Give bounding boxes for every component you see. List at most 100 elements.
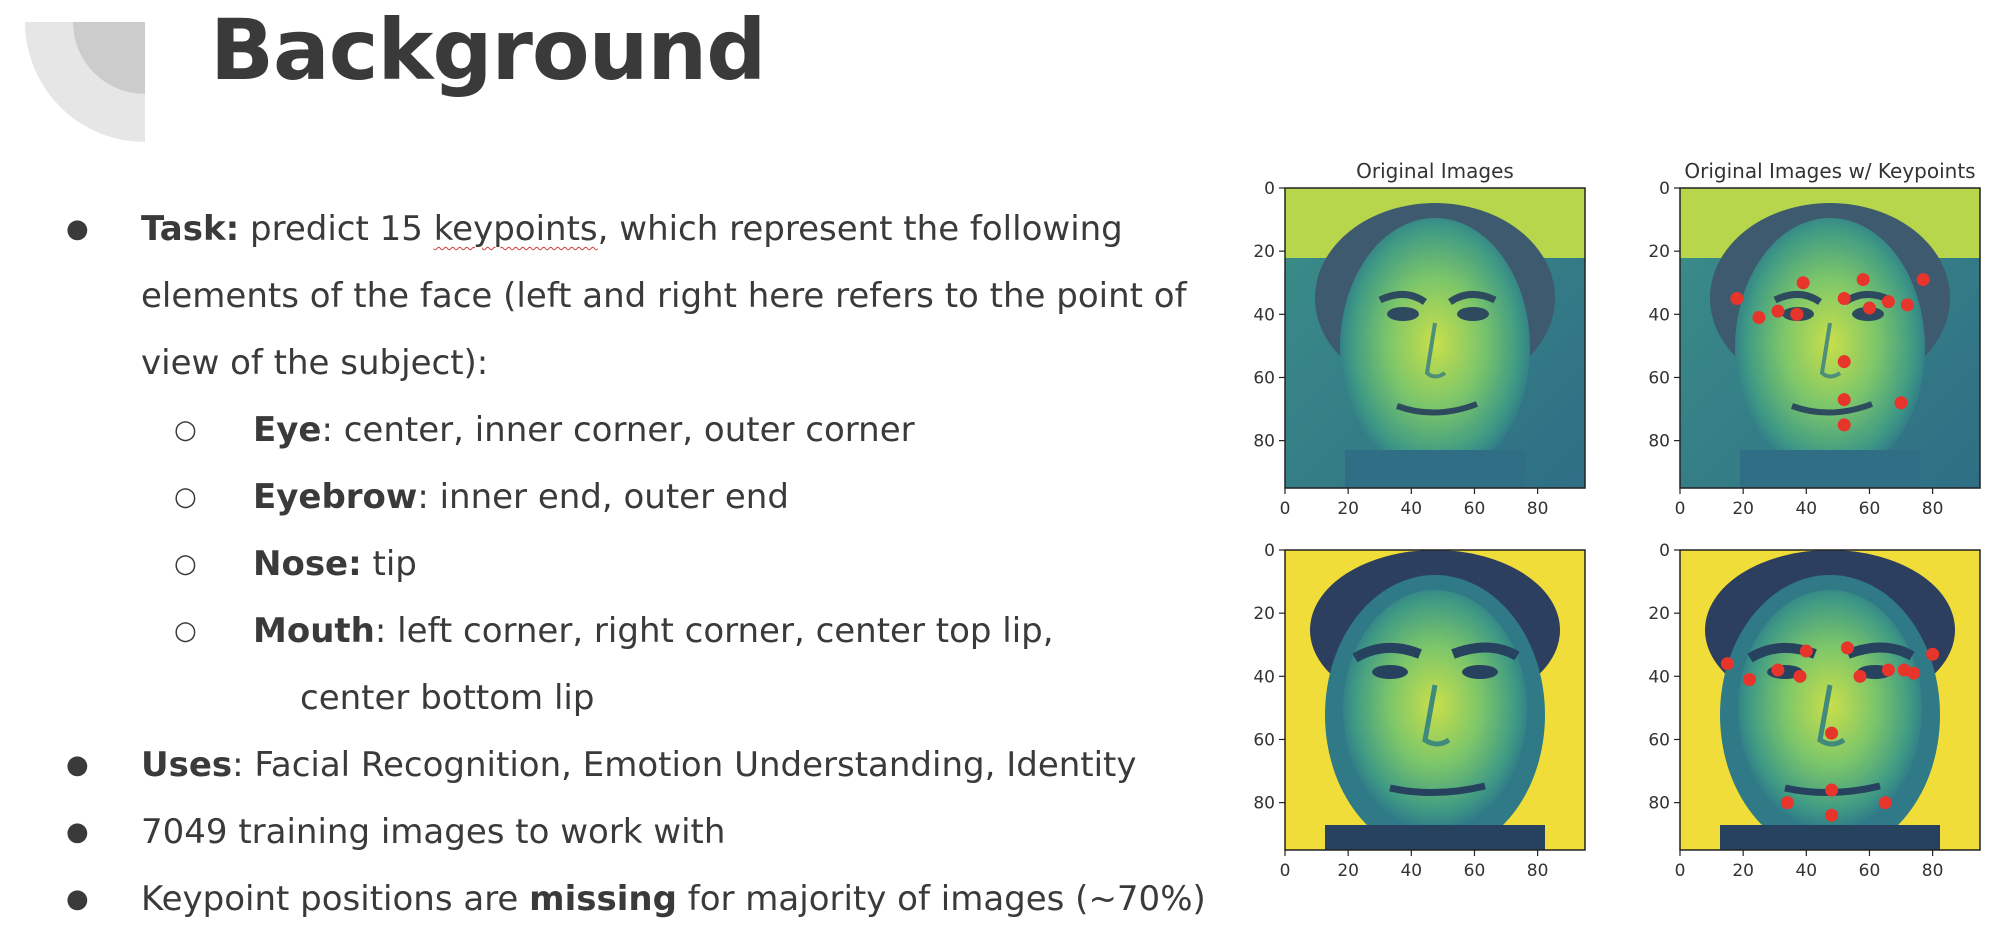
keypoint bbox=[1771, 304, 1785, 318]
y-tick-label: 0 bbox=[1264, 541, 1275, 561]
face-image bbox=[1285, 550, 1585, 855]
bullet-dot: ● bbox=[66, 884, 89, 914]
keypoint bbox=[1780, 796, 1794, 810]
y-tick-label: 80 bbox=[1648, 432, 1670, 452]
missing-text: Keypoint positions are bbox=[141, 879, 530, 919]
subplot-4: 0 20 40 60 80 0 20 40 60 80 bbox=[1648, 541, 1981, 881]
subplot-2: Original Images w/ Keypoints 0 20 40 60 80 0 20… bbox=[1648, 159, 1981, 519]
nose-label: Nose: bbox=[253, 544, 362, 584]
y-tick-label: 60 bbox=[1648, 368, 1670, 388]
keypoint bbox=[1730, 292, 1744, 306]
keypoint bbox=[1752, 310, 1766, 324]
task-line-2: elements of the face (left and right her… bbox=[141, 276, 1187, 316]
x-tick-label: 80 bbox=[1922, 499, 1944, 519]
eyebrow-label: Eyebrow bbox=[253, 477, 418, 517]
training-text: 7049 training images to work with bbox=[141, 812, 726, 852]
y-tick-label: 80 bbox=[1253, 794, 1275, 814]
keypoint bbox=[1837, 355, 1851, 369]
axes-frame bbox=[1679, 187, 1981, 489]
x-tick-label: 40 bbox=[1400, 861, 1422, 881]
keypoint bbox=[1862, 301, 1876, 315]
y-tick-label: 80 bbox=[1648, 794, 1670, 814]
y-tick-label: 20 bbox=[1253, 604, 1275, 624]
keypoint bbox=[1916, 273, 1930, 287]
x-tick-label: 0 bbox=[1675, 861, 1686, 881]
x-tick-label: 0 bbox=[1675, 499, 1686, 519]
task-text: predict 15 bbox=[239, 209, 434, 249]
keypoint bbox=[1856, 273, 1870, 287]
bullet-uses: ● Uses: Facial Recognition, Emotion Unde… bbox=[60, 732, 1220, 799]
keypoint bbox=[1900, 298, 1914, 312]
face-image bbox=[1680, 188, 1980, 490]
x-tick-label: 20 bbox=[1337, 499, 1359, 519]
mouth-text: : left corner, right corner, center top … bbox=[374, 611, 1054, 651]
eye-label: Eye bbox=[253, 410, 322, 450]
keypoint bbox=[1799, 644, 1813, 658]
sub-bullet-circle: ○ bbox=[174, 415, 197, 445]
axes-frame bbox=[1679, 549, 1981, 851]
keypoint bbox=[1840, 641, 1854, 655]
missing-text-after: for majority of images (~70%) bbox=[676, 879, 1206, 919]
y-tick-label: 20 bbox=[1648, 242, 1670, 262]
y-tick-label: 20 bbox=[1253, 242, 1275, 262]
x-tick-label: 20 bbox=[1337, 861, 1359, 881]
y-tick-label: 40 bbox=[1648, 667, 1670, 687]
y-tick-label: 0 bbox=[1659, 179, 1670, 199]
x-tick-label: 60 bbox=[1859, 499, 1881, 519]
x-tick-label: 60 bbox=[1464, 499, 1486, 519]
x-tick-label: 80 bbox=[1527, 861, 1549, 881]
y-tick-label: 0 bbox=[1659, 541, 1670, 561]
y-tick-label: 40 bbox=[1648, 305, 1670, 325]
corner-decoration bbox=[25, 22, 145, 142]
keypoint bbox=[1742, 672, 1756, 686]
keypoint bbox=[1853, 669, 1867, 683]
keypoint bbox=[1837, 292, 1851, 306]
x-tick-label: 80 bbox=[1527, 499, 1549, 519]
mouth-label: Mouth bbox=[253, 611, 375, 651]
axes-frame bbox=[1284, 187, 1586, 489]
keypoint bbox=[1878, 796, 1892, 810]
x-tick-label: 20 bbox=[1732, 861, 1754, 881]
x-tick-label: 0 bbox=[1280, 861, 1291, 881]
keypoint bbox=[1881, 663, 1895, 677]
bullet-dot: ● bbox=[66, 750, 89, 780]
keypoint bbox=[1793, 669, 1807, 683]
bullet-list: ● Task: predict 15 keypoints, which repr… bbox=[60, 196, 1220, 933]
page-title: Background bbox=[210, 1, 766, 99]
keypoint bbox=[1720, 657, 1734, 671]
keypoint bbox=[1894, 396, 1908, 410]
bullet-training: ● 7049 training images to work with bbox=[60, 799, 1220, 866]
keypoint bbox=[1825, 783, 1839, 797]
sub-bullet-nose: ○ Nose: tip bbox=[60, 531, 1220, 598]
keypoint bbox=[1907, 666, 1921, 680]
y-tick-label: 80 bbox=[1253, 432, 1275, 452]
y-tick-label: 60 bbox=[1253, 368, 1275, 388]
sub-bullet-circle: ○ bbox=[174, 549, 197, 579]
subplot-title: Original Images w/ Keypoints bbox=[1684, 159, 1975, 183]
x-tick-label: 20 bbox=[1732, 499, 1754, 519]
sub-bullet-mouth: ○ Mouth: left corner, right corner, cent… bbox=[60, 598, 1220, 665]
y-tick-label: 60 bbox=[1253, 730, 1275, 750]
sub-bullet-eye: ○ Eye: center, inner corner, outer corne… bbox=[60, 397, 1220, 464]
subplot-1: Original Images 0 20 40 60 80 0 20 40 60 80 bbox=[1253, 159, 1586, 519]
sub-bullet-circle: ○ bbox=[174, 482, 197, 512]
y-tick-label: 0 bbox=[1264, 179, 1275, 199]
task-label: Task: bbox=[141, 209, 240, 249]
x-tick-label: 60 bbox=[1859, 861, 1881, 881]
keypoint bbox=[1825, 726, 1839, 740]
uses-text: : Facial Recognition, Emotion Understand… bbox=[232, 745, 1137, 785]
eye-text: : center, inner corner, outer corner bbox=[321, 410, 915, 450]
keypoint bbox=[1881, 295, 1895, 309]
y-tick-label: 40 bbox=[1253, 305, 1275, 325]
x-tick-label: 40 bbox=[1400, 499, 1422, 519]
x-tick-label: 0 bbox=[1280, 499, 1291, 519]
keypoint bbox=[1825, 808, 1839, 822]
y-tick-label: 40 bbox=[1253, 667, 1275, 687]
y-tick-label: 60 bbox=[1648, 730, 1670, 750]
task-text-after: , which represent the following bbox=[597, 209, 1123, 249]
mouth-line-2: center bottom lip bbox=[300, 678, 595, 718]
missing-bold: missing bbox=[529, 879, 677, 919]
axes-frame bbox=[1284, 549, 1586, 851]
bullet-missing: ● Keypoint positions are missing for maj… bbox=[60, 866, 1220, 933]
